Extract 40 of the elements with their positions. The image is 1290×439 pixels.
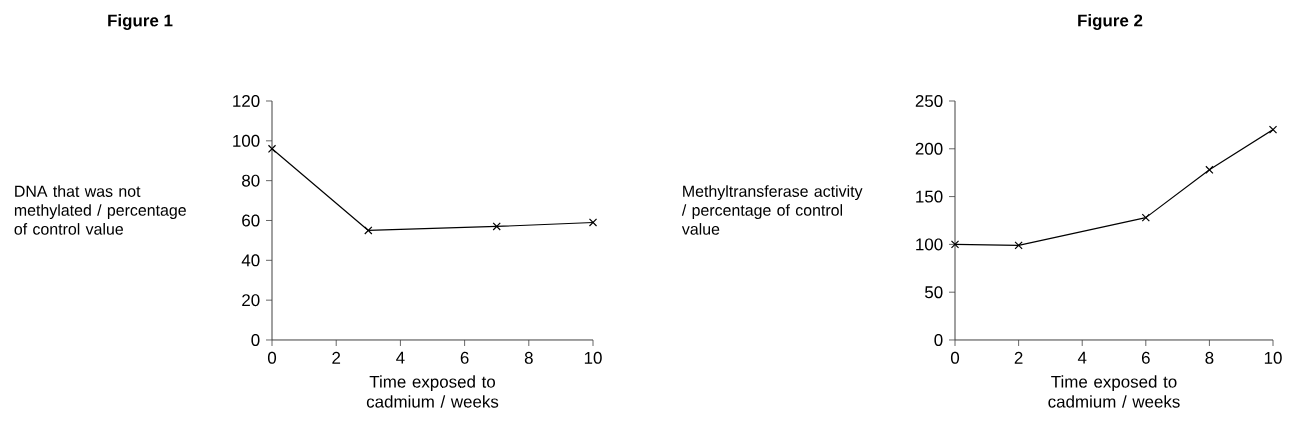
point [1268, 125, 1278, 134]
x-tick-label: 4 [1077, 351, 1087, 364]
x-tick-label: 4 [396, 351, 405, 364]
y-tick-label: 20 [242, 294, 260, 307]
y-tick-label: 80 [242, 174, 260, 187]
point [267, 144, 277, 153]
x-axis-title: Time exposed to cadmium / weeks [1048, 375, 1180, 408]
y-axis-title: Methyltransferase activity / percentage of control value [681, 185, 863, 235]
x-tick-label: 10 [584, 351, 602, 364]
chart-title: Figure 1 [108, 14, 173, 30]
x-tick-label: 2 [332, 351, 341, 364]
y-tick-label: 150 [916, 190, 943, 203]
y-tick-label: 50 [925, 286, 943, 299]
point [588, 218, 598, 227]
point [1141, 213, 1150, 222]
point [950, 240, 960, 249]
y-tick-label: 100 [916, 238, 943, 251]
x-tick-label: 6 [460, 351, 469, 364]
chart-title: Figure 2 [1078, 14, 1143, 30]
y-tick-label: 120 [233, 94, 260, 107]
y-tick-label: 0 [934, 333, 943, 346]
point [1205, 165, 1214, 174]
x-tick-label: 6 [1141, 351, 1150, 364]
y-axis-title: DNA that was not methylated / percentage of control value [14, 185, 186, 235]
y-tick-label: 40 [241, 254, 260, 267]
x-tick-label: 8 [524, 351, 533, 364]
x-axis-title: Time exposed to cadmium / weeks [366, 375, 499, 408]
point [492, 222, 501, 231]
y-tick-label: 60 [242, 214, 260, 227]
y-tick-label: 100 [233, 134, 260, 147]
point [1014, 241, 1023, 250]
x-tick-label: 8 [1205, 351, 1214, 364]
x-tick-label: 2 [1014, 351, 1023, 364]
x-tick-label: 0 [267, 351, 277, 364]
point [364, 226, 373, 235]
x-tick-label: 0 [950, 351, 960, 364]
y-tick-label: 250 [915, 94, 943, 107]
x-tick-label: 10 [1264, 351, 1282, 364]
y-tick-label: 200 [915, 142, 943, 155]
y-tick-label: 0 [251, 333, 260, 346]
